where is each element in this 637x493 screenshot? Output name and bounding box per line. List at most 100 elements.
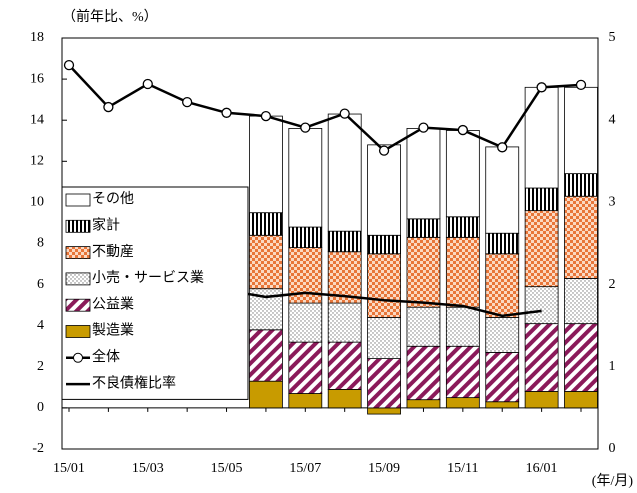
- bar-segment: [249, 115, 283, 214]
- line-marker: [497, 142, 508, 153]
- line-marker: [63, 59, 75, 71]
- bar-segment: [327, 302, 362, 343]
- y-tick-label: 10: [30, 195, 44, 210]
- bar-segment: [406, 345, 441, 401]
- x-tick-label: 15/11: [447, 461, 478, 476]
- x-axis-title: (年/月): [592, 473, 634, 489]
- line-marker: [142, 78, 153, 90]
- legend-label: 全体: [92, 348, 120, 365]
- legend-swatch: [65, 298, 91, 312]
- legend-label: 製造業: [92, 323, 134, 339]
- bar-segment: [564, 278, 598, 325]
- bar-segment: [485, 317, 520, 353]
- bar-segment: [485, 232, 520, 255]
- y2-tick-label: 1: [609, 359, 616, 374]
- bar-segment: [288, 128, 323, 228]
- y-tick-label: -2: [32, 441, 44, 456]
- x-tick-label: 15/01: [53, 461, 85, 476]
- bar-segment: [406, 128, 441, 220]
- bar-segment: [288, 341, 323, 394]
- bar-segment: [327, 113, 362, 232]
- legend-marker: [73, 352, 83, 363]
- bar-segment: [367, 234, 401, 255]
- y-tick-label: 8: [37, 236, 44, 251]
- bar-segment: [485, 253, 520, 318]
- line-marker: [418, 122, 429, 133]
- bar-segment: [564, 86, 598, 175]
- bar-segment: [445, 216, 480, 238]
- y2-tick-label: 0: [609, 441, 616, 456]
- bar-segment: [406, 236, 441, 308]
- bar-segment: [367, 144, 401, 236]
- bar-segment: [485, 352, 520, 403]
- bar-segment: [249, 329, 283, 382]
- legend-label: 不良債権比率: [92, 374, 176, 391]
- bar-segment: [524, 187, 559, 212]
- y2-tick-label: 4: [609, 112, 616, 127]
- bar-segment: [485, 401, 520, 409]
- bar-segment: [445, 130, 480, 218]
- bar-segment: [445, 306, 480, 347]
- y-tick-label: 12: [30, 154, 44, 169]
- bar-segment: [406, 218, 441, 238]
- bar-segment: [288, 302, 323, 343]
- bar-segment: [524, 391, 559, 409]
- line-marker: [575, 79, 587, 91]
- legend-swatch: [65, 246, 91, 260]
- x-tick-label: 16/01: [526, 461, 558, 476]
- y2-tick-label: 3: [609, 195, 616, 210]
- y-tick-label: 0: [37, 400, 44, 415]
- line-marker: [103, 101, 114, 113]
- bar-segment: [249, 380, 283, 409]
- y2-tick-label: 5: [609, 30, 616, 45]
- bar-segment: [406, 306, 441, 347]
- bar-segment: [288, 226, 323, 249]
- line: [68, 64, 582, 153]
- line-marker: [260, 110, 272, 122]
- line-marker: [221, 107, 232, 118]
- bar-segment: [249, 212, 283, 236]
- bar-segment: [367, 317, 401, 359]
- bar-segment: [406, 399, 441, 409]
- y-tick-label: 14: [30, 112, 44, 127]
- y-tick-label: 4: [37, 318, 44, 333]
- bar-segment: [564, 391, 598, 409]
- x-tick-label: 15/07: [289, 461, 321, 476]
- legend-swatch: [65, 325, 91, 338]
- bar-segment: [327, 341, 362, 390]
- bar-segment: [327, 230, 362, 253]
- legend-label: 不動産: [92, 244, 134, 260]
- y-tick-label: 2: [37, 359, 44, 374]
- bar-segment: [249, 234, 283, 290]
- bar-segment: [327, 389, 362, 409]
- x-tick-label: 15/09: [368, 461, 400, 476]
- bar-segment: [445, 345, 480, 399]
- legend-swatch: [65, 272, 91, 286]
- line-marker: [300, 122, 311, 133]
- bar-segment: [524, 86, 559, 189]
- legend-box: [61, 186, 249, 400]
- bar-segment: [564, 195, 598, 279]
- y-tick-label: 6: [37, 277, 44, 292]
- y2-tick-label: 2: [609, 277, 616, 292]
- y-axis-title: （前年比、%）: [62, 8, 158, 25]
- legend-label: 小売・サービス業: [92, 270, 204, 286]
- bar-segment: [485, 146, 520, 234]
- legend-label: 家計: [92, 217, 120, 234]
- bar-segment: [367, 358, 401, 409]
- line-marker: [339, 108, 350, 119]
- bar-segment: [524, 323, 559, 392]
- line-marker: [182, 96, 193, 108]
- bar-segment: [367, 407, 401, 415]
- legend-swatch: [65, 193, 91, 207]
- bar-segment: [367, 253, 401, 318]
- bar-segment: [445, 397, 480, 409]
- line-marker: [536, 82, 547, 93]
- legend-label: 公益業: [92, 296, 134, 312]
- line-marker: [457, 124, 468, 136]
- bar-segment: [524, 286, 559, 325]
- legend-swatch: [65, 219, 91, 233]
- line-marker: [378, 145, 390, 156]
